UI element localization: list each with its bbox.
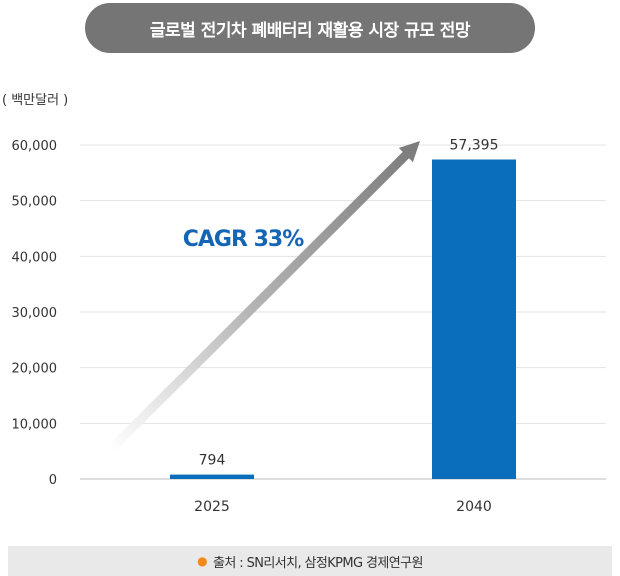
y-tick-label: 40,000: [12, 250, 58, 265]
y-tick-label: 0: [49, 473, 57, 488]
y-tick-label: 20,000: [12, 362, 58, 377]
chart-title: 글로벌 전기차 폐배터리 재활용 시장 규모 전망: [85, 3, 535, 53]
y-tick-label: 30,000: [12, 306, 58, 321]
bar-chart: 0 10,000 20,000 30,000 40,000 50,000 60,000 794…: [12, 138, 606, 515]
bar-value-label: 794: [199, 453, 226, 469]
bar: [170, 474, 254, 479]
source-text: 출처 : SN리서치, 삼정KPMG 경제연구원: [213, 555, 423, 571]
y-tick-label: 10,000: [12, 417, 58, 432]
x-tick-label: 2040: [456, 499, 492, 515]
source-footer: ● 출처 : SN리서치, 삼정KPMG 경제연구원: [8, 546, 612, 576]
cagr-annotation: CAGR 33%: [183, 227, 304, 252]
y-tick-label: 60,000: [12, 139, 58, 154]
y-tick-label: 50,000: [12, 195, 58, 210]
bullet-icon: ●: [197, 554, 208, 568]
bar: [432, 159, 516, 479]
x-tick-label: 2025: [194, 499, 230, 515]
y-axis-unit-label: ( 백만달러 ): [2, 93, 69, 108]
bar-value-label: 57,395: [450, 138, 499, 154]
growth-arrow: [108, 141, 421, 452]
